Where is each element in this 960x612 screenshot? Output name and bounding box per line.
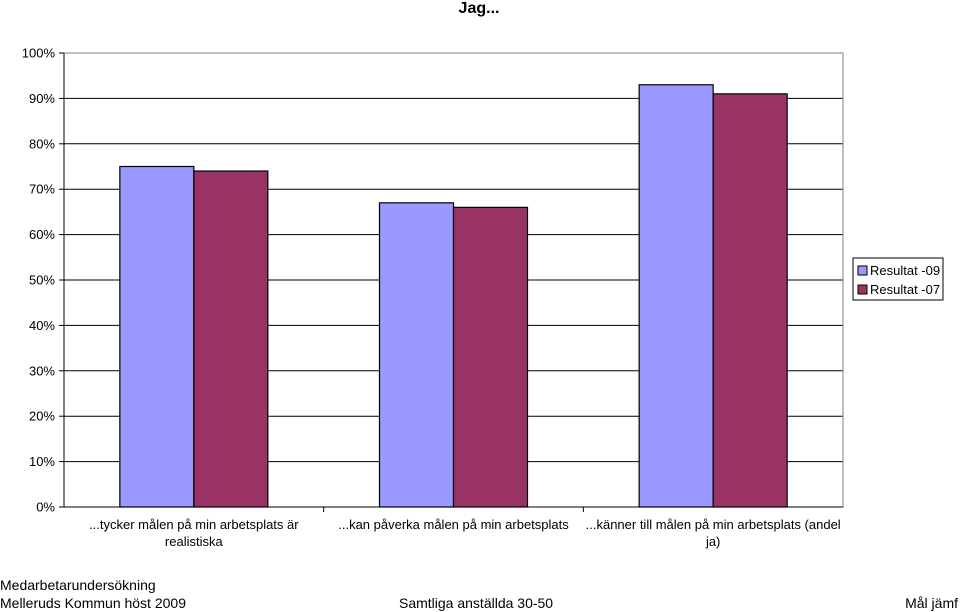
bar-resultat-07-1 [193, 170, 269, 508]
y-tick-label: 80% [29, 136, 55, 151]
y-tick-label: 60% [29, 227, 55, 242]
legend-label: Resultat -09 [870, 263, 940, 278]
y-tick-label: 40% [29, 318, 55, 333]
y-tick-label: 0% [36, 500, 55, 515]
x-axis-labels: ...tycker målen på min arbetsplats är rea… [89, 517, 841, 549]
footer-group: Samtliga anställda 30-50 [399, 595, 554, 611]
y-tick-label: 70% [29, 182, 55, 197]
legend-swatch [857, 284, 868, 295]
x-category-label: ...känner till målen på min arbetsplats … [586, 517, 841, 549]
x-category-label: ...tycker målen på min arbetsplats är rea… [89, 517, 299, 549]
footer-organization: Melleruds Kommun höst 2009 [0, 595, 186, 611]
y-axis-ticks: 0% 10% 20% 30% 40% 50% 60% 70% 80% 90% 100% [22, 46, 64, 515]
y-tick-label: 30% [29, 363, 55, 378]
y-tick-label: 20% [29, 409, 55, 424]
chart-title: Jag... [459, 0, 500, 17]
bars [119, 84, 788, 512]
footer-chart-id: Mål jämf [905, 595, 958, 611]
bar-resultat-07-2 [452, 206, 529, 508]
y-tick-label: 50% [29, 273, 55, 288]
bar-resultat-09-2 [378, 202, 455, 508]
bar-resultat-09-1 [119, 165, 195, 508]
footer-survey-name: Medarbetarundersökning [0, 577, 156, 593]
legend-swatch [857, 265, 868, 276]
legend: Resultat -09 Resultat -07 [852, 257, 944, 301]
y-tick-label: 10% [29, 454, 55, 469]
y-tick-label: 100% [22, 46, 56, 61]
bar-resultat-07-3 [712, 93, 788, 508]
y-tick-label: 90% [29, 91, 55, 106]
x-category-label: ...kan påverka målen på min arbetsplats [338, 517, 569, 532]
legend-label: Resultat -07 [870, 282, 940, 297]
legend-box [852, 257, 944, 301]
bar-resultat-09-3 [638, 84, 714, 508]
